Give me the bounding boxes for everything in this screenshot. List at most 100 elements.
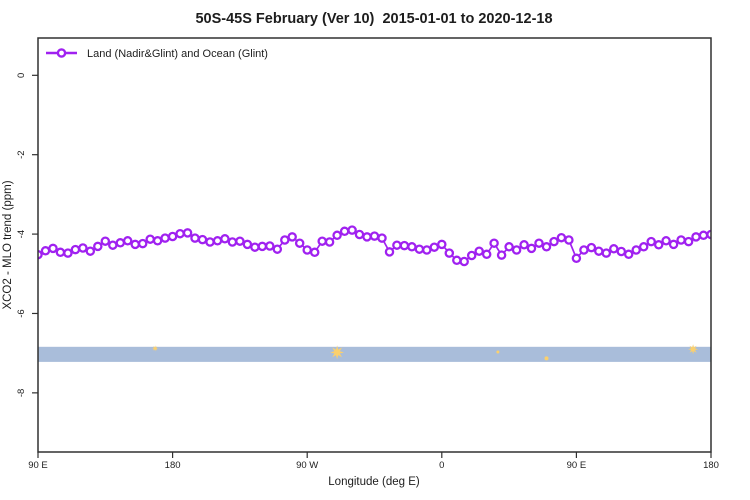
data-point (265, 241, 275, 251)
data-point (384, 247, 395, 257)
land-marker (330, 345, 345, 360)
data-point (407, 242, 417, 252)
data-point (115, 238, 126, 248)
data-point (541, 242, 552, 252)
plot-area: 90 E 180 90 W 0 90 E 180 0 -2 -4 -6 -8 (16, 37, 719, 471)
data-point (683, 236, 694, 247)
ocean-band (38, 346, 711, 362)
data-point (638, 242, 649, 252)
data-point (437, 239, 447, 250)
y-tick-label: 0 (16, 73, 27, 78)
data-point (429, 242, 440, 252)
data-point (197, 234, 208, 245)
data-point (212, 236, 223, 246)
data-point (227, 237, 238, 247)
data-point (272, 244, 283, 254)
data-point (586, 242, 597, 253)
data-point (653, 240, 664, 250)
data-point (564, 235, 574, 245)
data-point (369, 231, 380, 241)
land-marker (688, 344, 699, 355)
data-point (489, 238, 499, 248)
data-point (85, 246, 96, 256)
legend-label: Land (Nadir&Glint) and Ocean (Glint) (87, 48, 268, 60)
data-point (556, 232, 567, 243)
data-point (220, 234, 230, 244)
data-point (698, 230, 709, 241)
data-point (504, 242, 514, 252)
x-tick-label: 180 (703, 460, 719, 471)
land-marker (544, 356, 549, 361)
data-point (182, 228, 193, 238)
data-point (242, 239, 253, 250)
data-point (609, 244, 619, 254)
data-point (392, 240, 402, 250)
data-point (70, 244, 81, 255)
data-point (668, 239, 679, 250)
y-tick-label: -4 (16, 230, 27, 238)
land-marker (496, 350, 500, 354)
data-point (399, 240, 410, 251)
x-tick-label: 90 E (28, 460, 48, 471)
data-point (152, 236, 163, 246)
data-point (309, 247, 320, 258)
y-tick-label: -8 (16, 389, 27, 397)
data-point (623, 249, 634, 260)
data-point (414, 244, 425, 254)
data-point (257, 241, 268, 252)
data-point (474, 246, 484, 256)
y-tick-label: -2 (16, 150, 27, 158)
x-axis-title: Longitude (deg E) (328, 476, 420, 488)
data-point (496, 250, 507, 260)
data-point (287, 232, 297, 242)
data-point (122, 236, 133, 246)
data-point (422, 245, 432, 255)
x-tick-label: 0 (439, 460, 444, 471)
data-point (452, 255, 462, 266)
data-point (250, 242, 260, 252)
data-point (354, 229, 365, 240)
data-point (631, 245, 641, 255)
legend: Land (Nadir&Glint) and Ocean (Glint) (46, 48, 268, 60)
data-point (646, 236, 656, 247)
plot-border (37, 37, 712, 453)
data-point (108, 240, 118, 250)
x-tick-label: 90 W (296, 460, 318, 471)
legend-open-circle-icon (56, 48, 67, 58)
data-point (706, 229, 711, 240)
data-point (616, 246, 627, 257)
data-point (549, 236, 559, 247)
data-point (137, 238, 148, 249)
x-tick-label: 180 (165, 460, 181, 471)
data-point (377, 233, 387, 243)
data-point (55, 247, 66, 258)
chart-title: 50S-45S February (Ver 10) 2015-01-01 to … (195, 11, 552, 27)
data-point (601, 248, 612, 258)
data-point (40, 246, 51, 256)
data-point (661, 236, 671, 246)
data-point (302, 245, 312, 255)
y-tick-label: -6 (16, 309, 27, 317)
data-point (459, 256, 469, 267)
data-point (205, 237, 215, 247)
data-point (571, 253, 582, 264)
data-point (93, 241, 103, 252)
data-point (339, 226, 350, 237)
data-point (691, 232, 701, 242)
data-point (317, 236, 327, 246)
x-tick-label: 90 E (567, 460, 587, 471)
data-point (481, 249, 492, 260)
data-point (280, 235, 290, 245)
data-point (100, 236, 111, 246)
data-point (444, 248, 455, 258)
data-point (190, 233, 200, 243)
data-point (676, 235, 686, 245)
data-point (294, 238, 305, 248)
data-point (48, 243, 58, 254)
land-marker (152, 345, 159, 352)
data-point (332, 230, 342, 241)
data-point (78, 243, 88, 253)
data-point (63, 248, 73, 258)
